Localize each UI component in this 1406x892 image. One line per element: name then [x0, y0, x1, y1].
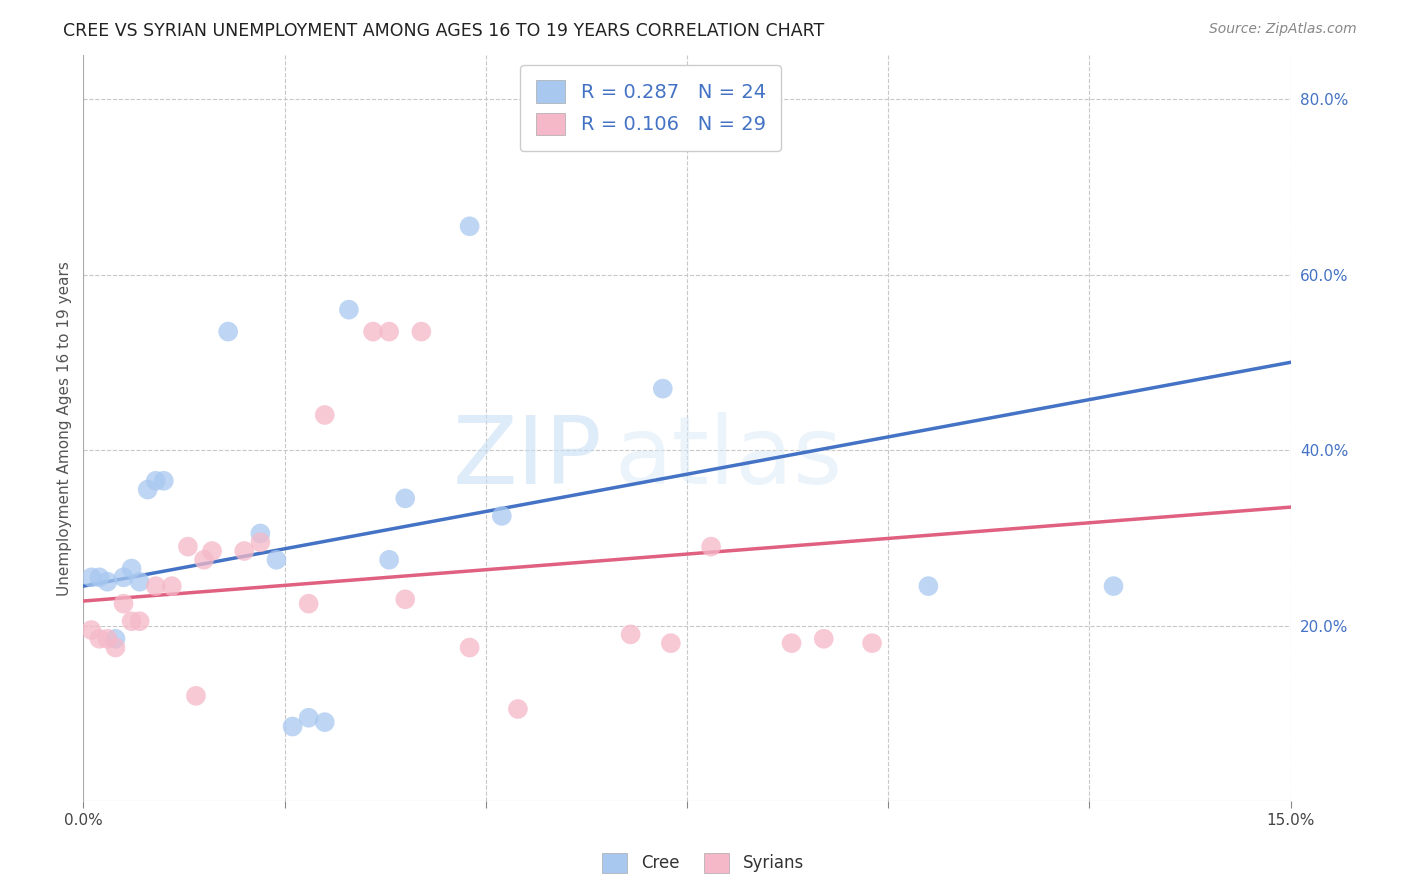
Point: [177, 540, 200, 554]
Point: [298, 597, 321, 611]
Point: [104, 632, 127, 646]
Point: [184, 689, 207, 703]
Text: ZIP: ZIP: [453, 412, 602, 504]
Point: [160, 579, 183, 593]
Point: [651, 382, 673, 396]
Point: [458, 640, 481, 655]
Point: [337, 302, 360, 317]
Point: [394, 491, 416, 506]
Point: [506, 702, 529, 716]
Point: [249, 535, 271, 549]
Point: [813, 632, 835, 646]
Text: atlas: atlas: [614, 412, 842, 504]
Point: [411, 325, 433, 339]
Point: [298, 711, 321, 725]
Point: [121, 614, 143, 628]
Point: [128, 574, 150, 589]
Point: [620, 627, 643, 641]
Point: [128, 614, 150, 628]
Point: [266, 553, 288, 567]
Point: [152, 474, 174, 488]
Point: [1102, 579, 1125, 593]
Point: [80, 623, 103, 637]
Point: [145, 474, 167, 488]
Point: [458, 219, 481, 234]
Point: [104, 640, 127, 655]
Y-axis label: Unemployment Among Ages 16 to 19 years: Unemployment Among Ages 16 to 19 years: [58, 260, 72, 596]
Point: [700, 540, 723, 554]
Point: [145, 579, 167, 593]
Point: [193, 553, 215, 567]
Point: [491, 508, 513, 523]
Point: [136, 483, 159, 497]
Point: [201, 544, 224, 558]
Point: [89, 632, 111, 646]
Point: [780, 636, 803, 650]
Point: [249, 526, 271, 541]
Point: [96, 574, 118, 589]
Point: [378, 553, 401, 567]
Legend: R = 0.287   N = 24, R = 0.106   N = 29: R = 0.287 N = 24, R = 0.106 N = 29: [520, 65, 782, 151]
Point: [80, 570, 103, 584]
Point: [394, 592, 416, 607]
Point: [121, 561, 143, 575]
Text: Source: ZipAtlas.com: Source: ZipAtlas.com: [1209, 22, 1357, 37]
Point: [314, 408, 336, 422]
Point: [361, 325, 384, 339]
Point: [233, 544, 256, 558]
Point: [917, 579, 939, 593]
Point: [378, 325, 401, 339]
Point: [217, 325, 239, 339]
Point: [281, 720, 304, 734]
Point: [314, 715, 336, 730]
Point: [96, 632, 118, 646]
Legend: Cree, Syrians: Cree, Syrians: [596, 847, 810, 880]
Point: [112, 597, 135, 611]
Point: [89, 570, 111, 584]
Text: CREE VS SYRIAN UNEMPLOYMENT AMONG AGES 16 TO 19 YEARS CORRELATION CHART: CREE VS SYRIAN UNEMPLOYMENT AMONG AGES 1…: [63, 22, 824, 40]
Point: [112, 570, 135, 584]
Point: [860, 636, 883, 650]
Point: [659, 636, 682, 650]
